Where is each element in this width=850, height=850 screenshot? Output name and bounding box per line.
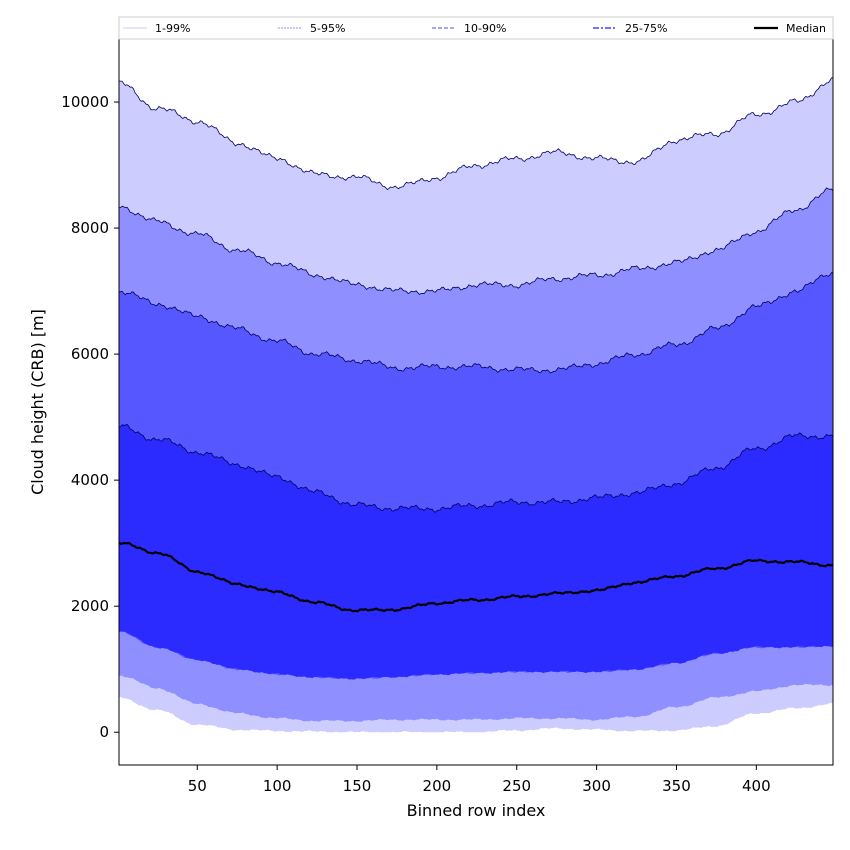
- x-tick-label: 350: [662, 777, 691, 795]
- x-axis-ticks: 50 100 150 200 250 300 350 400: [188, 765, 771, 795]
- x-tick-label: 400: [742, 777, 771, 795]
- y-tick-label: 10000: [61, 93, 109, 111]
- legend-label: 25-75%: [625, 22, 667, 35]
- legend-label: 1-99%: [155, 22, 190, 35]
- band-10-90-upper-edge: [118, 272, 834, 374]
- y-tick-label: 4000: [71, 471, 109, 489]
- y-tick-label: 0: [99, 723, 109, 741]
- x-tick-label: 150: [343, 777, 372, 795]
- legend-label: 10-90%: [464, 22, 506, 35]
- band-25-75-upper-edge: [118, 423, 834, 513]
- band-5-95-upper-edge: [118, 187, 834, 295]
- x-axis-label: Binned row index: [407, 801, 546, 820]
- y-axis-ticks: 0 2000 4000 6000 8000 10000: [61, 93, 119, 741]
- bands-layer: [119, 77, 833, 733]
- band-1-99-upper-edge: [118, 77, 834, 191]
- legend-box: [118, 16, 834, 40]
- x-tick-label: 50: [188, 777, 207, 795]
- legend-label: 5-95%: [310, 22, 345, 35]
- x-tick-label: 200: [423, 777, 452, 795]
- x-tick-label: 250: [502, 777, 531, 795]
- x-tick-label: 100: [263, 777, 292, 795]
- y-tick-label: 8000: [71, 219, 109, 237]
- median-layer: [118, 541, 834, 613]
- legend-label: Median: [786, 22, 826, 35]
- y-tick-label: 6000: [71, 345, 109, 363]
- x-tick-label: 300: [582, 777, 611, 795]
- legend: 1-99% 5-95% 10-90% 25-75% Median: [118, 16, 834, 40]
- median-line: [118, 541, 834, 613]
- edges-layer: [118, 77, 834, 513]
- y-tick-label: 2000: [71, 597, 109, 615]
- y-axis-label: Cloud height (CRB) [m]: [28, 309, 47, 495]
